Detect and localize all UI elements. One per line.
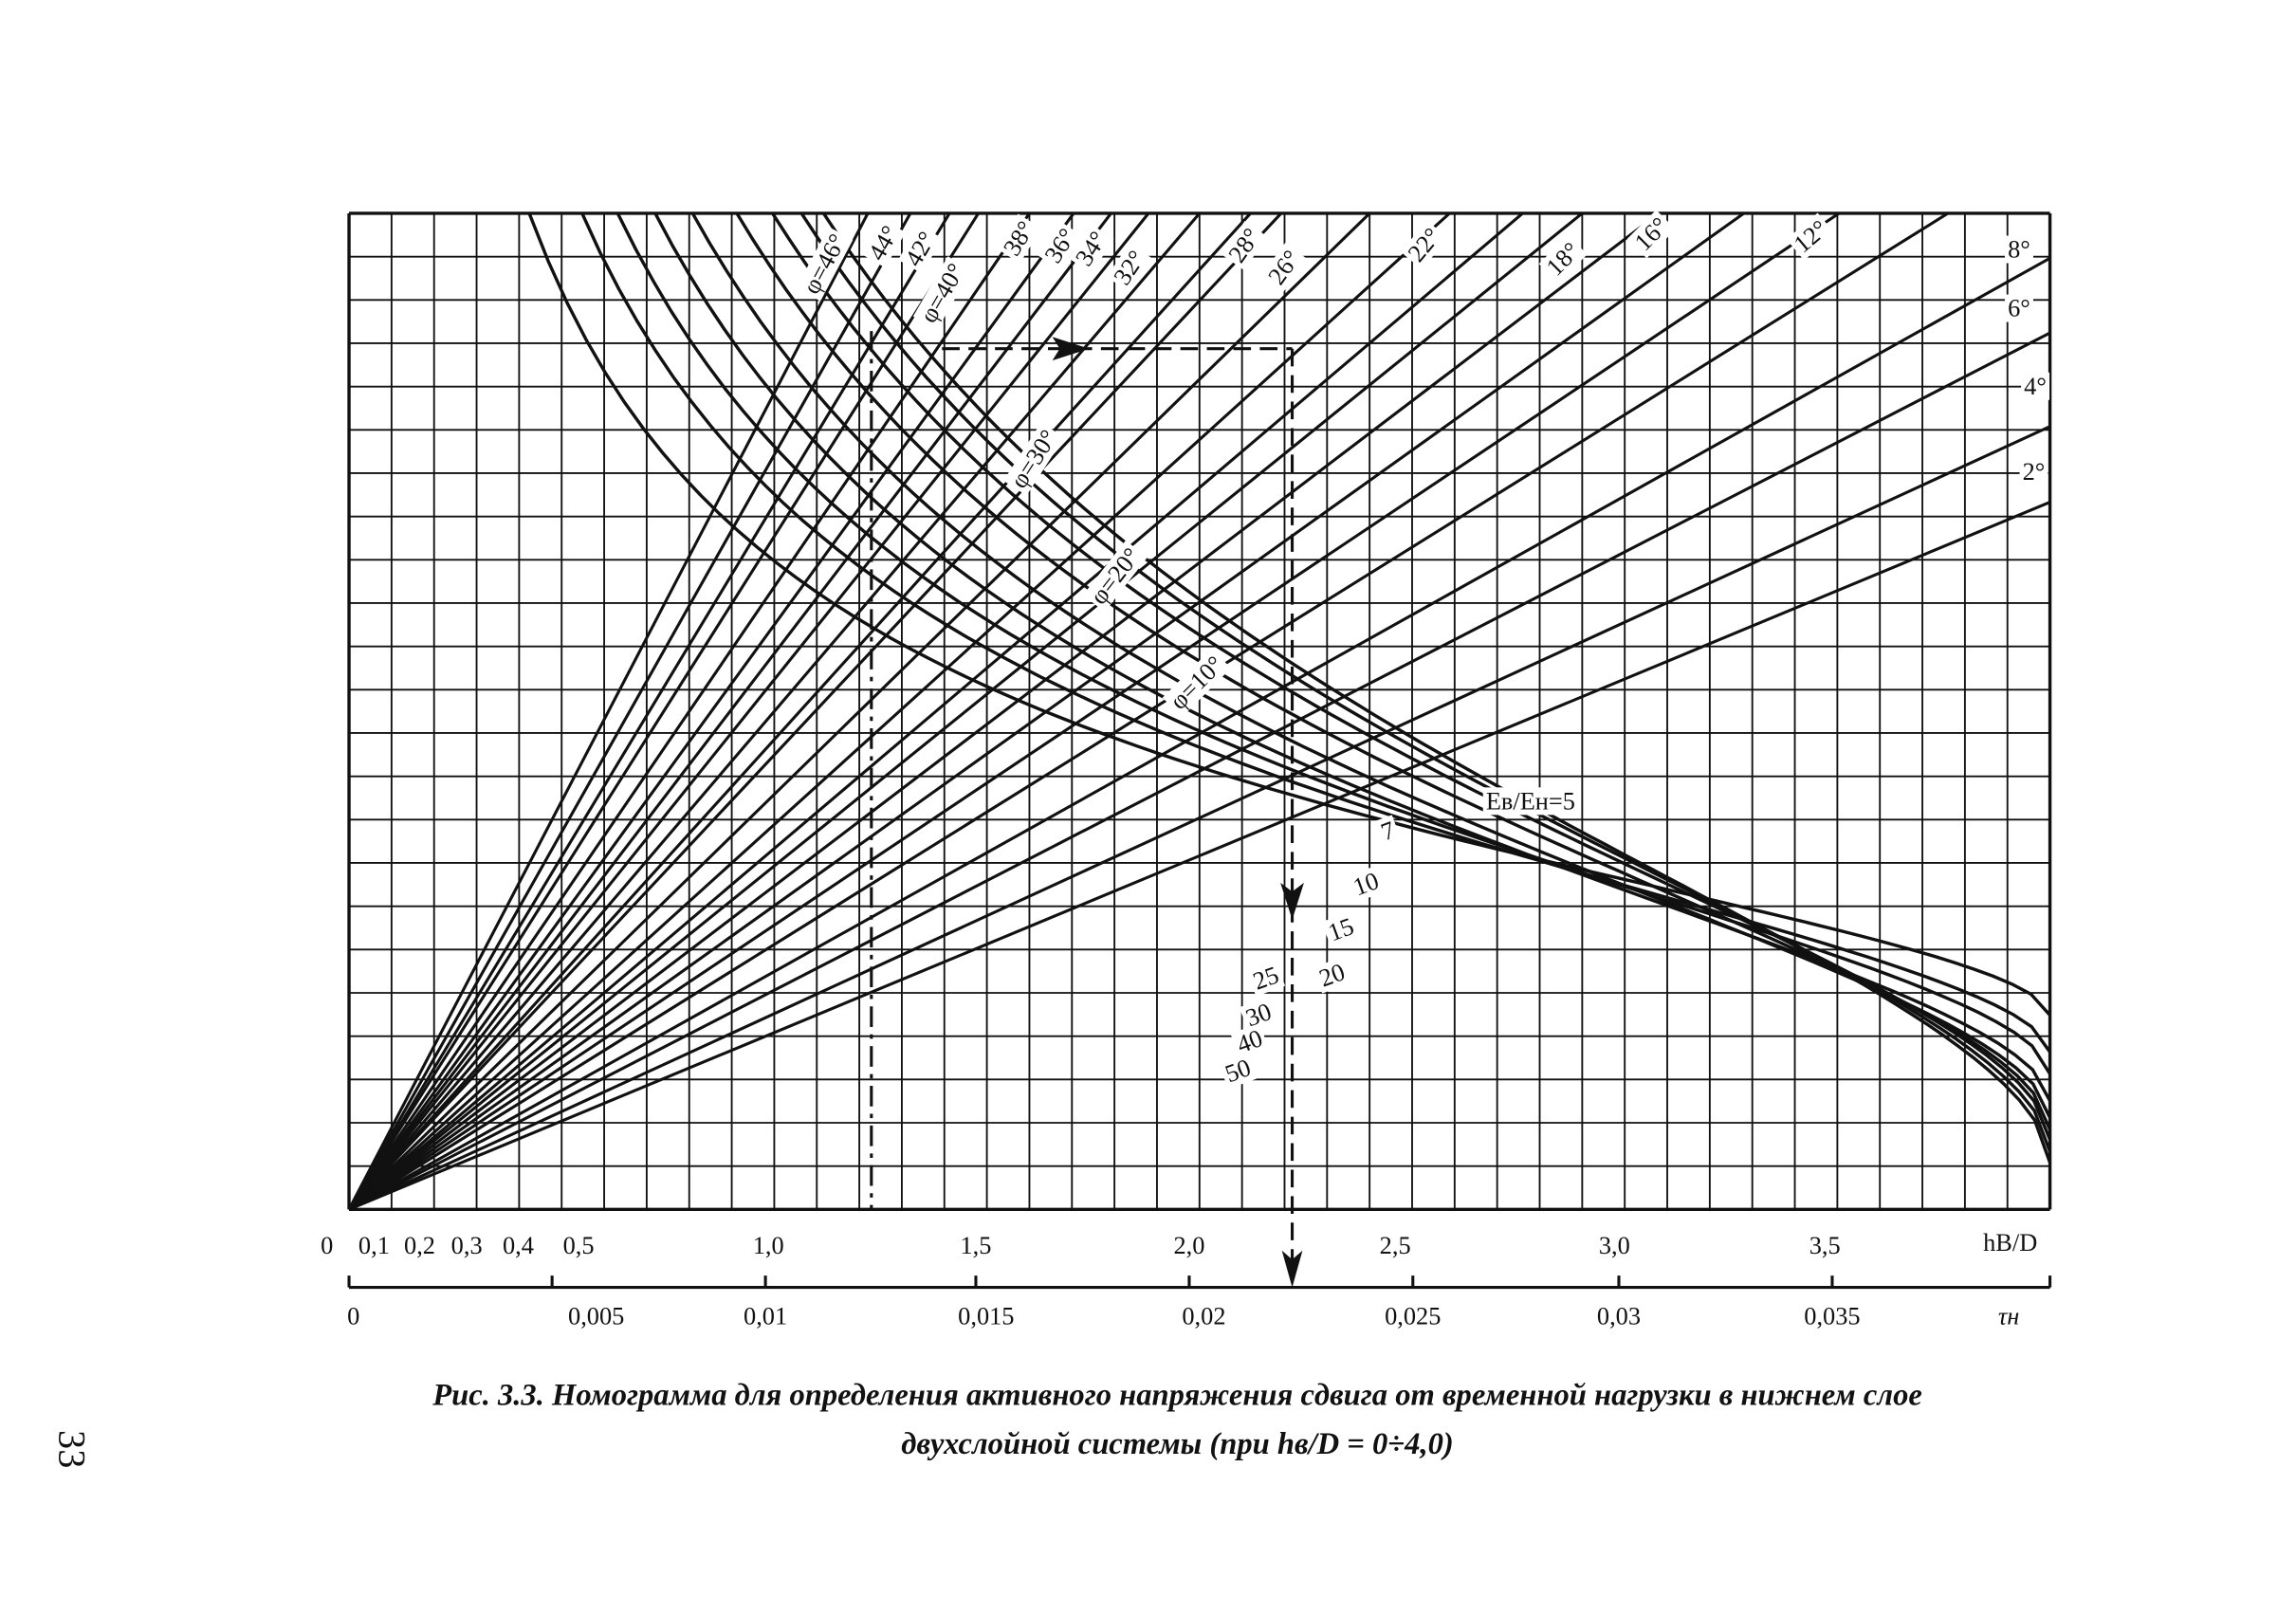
- arrow: [1280, 882, 1304, 920]
- ratio-label: Eв/Eн=5: [1486, 787, 1575, 815]
- label-background: [1313, 957, 1351, 994]
- label-background: [1221, 220, 1268, 270]
- arrow: [1052, 337, 1090, 361]
- label-background: [1106, 243, 1153, 293]
- bottom-tick-label: 0: [347, 1302, 359, 1330]
- phi-line: [348, 331, 2051, 1211]
- top-tick-label: 1,5: [960, 1232, 991, 1259]
- phi-line: [348, 425, 2051, 1211]
- phi-line: [348, 211, 1584, 1211]
- top-tick-label: 2,5: [1380, 1232, 1411, 1259]
- label-background: [1538, 234, 1588, 284]
- phi-line: [348, 501, 2051, 1211]
- phi-line: [347, 211, 1150, 1211]
- angle-label: 4°: [2024, 373, 2047, 400]
- phi-line: [347, 211, 1283, 1211]
- label-background: [1374, 815, 1402, 848]
- bottom-axis-label: τн: [1998, 1302, 2020, 1330]
- bottom-tick-label: 0,01: [744, 1302, 787, 1330]
- label-background: [1400, 220, 1448, 270]
- top-tick-label: 3,0: [1599, 1232, 1630, 1259]
- label-background: [2019, 457, 2048, 486]
- label-background: [1321, 911, 1361, 948]
- top-tick-label: 0,5: [563, 1232, 595, 1259]
- label-background: [1626, 210, 1676, 259]
- phi-line: [347, 211, 1252, 1211]
- top-tick-label: 2,0: [1173, 1232, 1204, 1259]
- label-background: [1082, 540, 1148, 613]
- phi-line: [347, 211, 1201, 1211]
- phi-line: [347, 212, 980, 1211]
- label-background: [1260, 243, 1308, 292]
- bottom-tick-label: 0,025: [1385, 1302, 1441, 1330]
- top-tick-label: 0,3: [451, 1232, 483, 1259]
- ratio-curve: [580, 212, 2051, 1054]
- label-background: [996, 213, 1042, 264]
- label-background: [861, 218, 906, 268]
- ratio-curve: [799, 212, 2052, 1152]
- label-background: [1239, 997, 1278, 1034]
- top-tick-label: 0: [321, 1232, 333, 1259]
- label-background: [1482, 787, 1579, 816]
- phi-line: [347, 211, 1451, 1211]
- angle-label: 6°: [2008, 295, 2030, 322]
- ratio-curve: [527, 212, 2051, 1017]
- angle-label: 8°: [2008, 236, 2030, 264]
- bottom-tick-label: 0,03: [1597, 1302, 1641, 1330]
- caption-line: Рис. 3.3. Номограмма для определения акт…: [432, 1379, 1922, 1413]
- top-tick-label: 3,5: [1809, 1232, 1841, 1259]
- label-background: [1003, 422, 1065, 496]
- phi-line: [348, 211, 1524, 1211]
- label-background: [796, 227, 854, 302]
- bottom-tick-label: 0,02: [1182, 1302, 1225, 1330]
- label-background: [2021, 372, 2050, 400]
- label-background: [1068, 224, 1114, 274]
- top-axis-label: hB/D: [1983, 1229, 2037, 1256]
- label-background: [1786, 212, 1836, 261]
- label-background: [1246, 960, 1286, 997]
- phi-line: [347, 212, 870, 1211]
- phi-line: [347, 212, 1031, 1211]
- top-tick-label: 0,2: [404, 1232, 435, 1259]
- phi-line: [348, 256, 2051, 1211]
- label-background: [2005, 235, 2033, 264]
- angle-label: 2°: [2023, 458, 2046, 486]
- caption-line: двухслойной системы (при hв/D = 0÷4,0): [901, 1427, 1453, 1461]
- ratio-curve: [690, 212, 2052, 1119]
- bottom-tick-label: 0,005: [568, 1302, 624, 1330]
- arrow: [1281, 1250, 1303, 1288]
- page-number: 33: [50, 1430, 93, 1468]
- phi-line: [347, 212, 951, 1211]
- grid: [347, 211, 2052, 1288]
- top-tick-label: 1,0: [753, 1232, 784, 1259]
- label-background: [1230, 1023, 1270, 1060]
- label-background: [1219, 1053, 1258, 1090]
- ratio-curve: [615, 212, 2052, 1075]
- label-background: [2005, 294, 2033, 322]
- phi-line: [347, 212, 912, 1211]
- top-tick-label: 0,4: [503, 1232, 534, 1259]
- top-tick-label: 0,1: [358, 1232, 390, 1259]
- phi-line: [347, 212, 1112, 1211]
- label-background: [1038, 221, 1083, 271]
- label-background: [898, 224, 943, 274]
- phi-line: [347, 211, 1371, 1211]
- bottom-tick-label: 0,035: [1804, 1302, 1860, 1330]
- label-background: [1162, 648, 1232, 718]
- label-background: [912, 256, 972, 331]
- curves: [347, 211, 2052, 1288]
- phi-line: [348, 211, 1660, 1211]
- phi-line: [348, 211, 1841, 1211]
- phi-line: [348, 211, 1949, 1211]
- bottom-tick-label: 0,015: [958, 1302, 1014, 1330]
- label-background: [1347, 866, 1386, 903]
